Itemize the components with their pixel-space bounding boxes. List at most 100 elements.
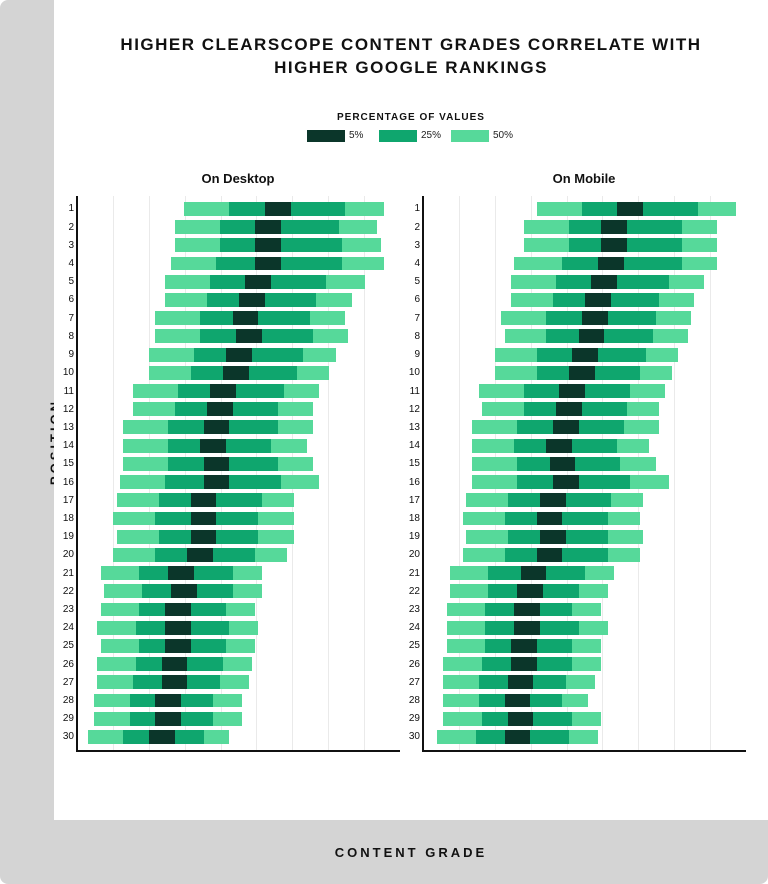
bar bbox=[78, 639, 400, 653]
data-row: 15 bbox=[78, 455, 400, 473]
bar bbox=[78, 220, 400, 234]
data-row: 24 bbox=[78, 619, 400, 637]
row-label: 17 bbox=[56, 495, 74, 506]
row-label: 2 bbox=[402, 222, 420, 233]
bar bbox=[424, 694, 746, 708]
data-row: 11 bbox=[424, 382, 746, 400]
band-segment bbox=[537, 512, 563, 526]
bar bbox=[78, 512, 400, 526]
bar bbox=[424, 420, 746, 434]
band-segment bbox=[204, 420, 230, 434]
row-label: 20 bbox=[56, 549, 74, 560]
plot-area: 1234567891011121314151617181920212223242… bbox=[422, 196, 746, 752]
band-segment bbox=[572, 348, 598, 362]
data-row: 3 bbox=[78, 236, 400, 254]
band-segment bbox=[165, 603, 191, 617]
bar bbox=[78, 257, 400, 271]
bar bbox=[424, 548, 746, 562]
plot-area: 1234567891011121314151617181920212223242… bbox=[76, 196, 400, 752]
band-segment bbox=[191, 512, 217, 526]
chart-panel: On Desktop123456789101112131415161718192… bbox=[76, 171, 400, 752]
row-label: 26 bbox=[56, 659, 74, 670]
data-row: 3 bbox=[424, 236, 746, 254]
row-label: 28 bbox=[402, 695, 420, 706]
bar bbox=[78, 530, 400, 544]
data-row: 11 bbox=[78, 382, 400, 400]
data-row: 30 bbox=[424, 728, 746, 746]
row-label: 25 bbox=[402, 640, 420, 651]
band-segment bbox=[265, 202, 291, 216]
bar bbox=[78, 439, 400, 453]
bar bbox=[78, 420, 400, 434]
row-label: 26 bbox=[402, 659, 420, 670]
row-label: 14 bbox=[402, 440, 420, 451]
band-segment bbox=[233, 311, 259, 325]
legend-swatch bbox=[451, 130, 489, 142]
band-segment bbox=[591, 275, 617, 289]
band-segment bbox=[601, 220, 627, 234]
row-label: 16 bbox=[56, 477, 74, 488]
band-segment bbox=[514, 603, 540, 617]
data-row: 14 bbox=[78, 437, 400, 455]
data-row: 6 bbox=[78, 291, 400, 309]
row-label: 30 bbox=[402, 731, 420, 742]
bar bbox=[424, 457, 746, 471]
band-segment bbox=[191, 530, 217, 544]
bar bbox=[78, 712, 400, 726]
row-label: 21 bbox=[402, 568, 420, 579]
data-row: 8 bbox=[424, 327, 746, 345]
band-segment bbox=[239, 293, 265, 307]
bar bbox=[424, 402, 746, 416]
row-label: 1 bbox=[402, 203, 420, 214]
band-segment bbox=[598, 257, 624, 271]
row-label: 1 bbox=[56, 203, 74, 214]
legend-label: 25% bbox=[421, 130, 443, 141]
data-row: 19 bbox=[424, 528, 746, 546]
row-label: 6 bbox=[56, 294, 74, 305]
band-segment bbox=[165, 639, 191, 653]
row-label: 14 bbox=[56, 440, 74, 451]
bar bbox=[78, 402, 400, 416]
bar bbox=[78, 329, 400, 343]
data-row: 27 bbox=[424, 673, 746, 691]
band-segment bbox=[579, 329, 605, 343]
data-row: 7 bbox=[78, 309, 400, 327]
row-label: 11 bbox=[56, 386, 74, 397]
band-segment bbox=[155, 712, 181, 726]
data-row: 1 bbox=[78, 200, 400, 218]
band-segment bbox=[517, 584, 543, 598]
bar bbox=[424, 329, 746, 343]
chart-panel: On Mobile1234567891011121314151617181920… bbox=[422, 171, 746, 752]
bar bbox=[424, 603, 746, 617]
band-segment bbox=[255, 238, 281, 252]
bar bbox=[424, 293, 746, 307]
figure-frame: POSITION CONTENT GRADE HIGHER CLEARSCOPE… bbox=[0, 0, 768, 884]
bar bbox=[424, 621, 746, 635]
row-label: 8 bbox=[402, 331, 420, 342]
band-segment bbox=[601, 238, 627, 252]
bar bbox=[78, 384, 400, 398]
bar bbox=[424, 657, 746, 671]
data-row: 23 bbox=[424, 600, 746, 618]
bar bbox=[78, 475, 400, 489]
band-segment bbox=[155, 694, 181, 708]
band-segment bbox=[220, 238, 342, 252]
band-segment bbox=[582, 311, 608, 325]
band-segment bbox=[245, 275, 271, 289]
data-row: 30 bbox=[78, 728, 400, 746]
bar bbox=[424, 366, 746, 380]
charts-container: On Desktop123456789101112131415161718192… bbox=[76, 171, 746, 752]
legend-title: PERCENTAGE OF VALUES bbox=[76, 112, 746, 123]
panel-title: On Mobile bbox=[422, 171, 746, 186]
row-label: 7 bbox=[56, 313, 74, 324]
panel-title: On Desktop bbox=[76, 171, 400, 186]
data-row: 13 bbox=[78, 418, 400, 436]
band-segment bbox=[162, 657, 188, 671]
band-segment bbox=[511, 657, 537, 671]
chart-card: HIGHER CLEARSCOPE CONTENT GRADES CORRELA… bbox=[54, 0, 768, 820]
bar bbox=[424, 238, 746, 252]
band-segment bbox=[191, 493, 217, 507]
bar bbox=[424, 220, 746, 234]
legend-label: 5% bbox=[349, 130, 371, 141]
data-row: 25 bbox=[78, 637, 400, 655]
